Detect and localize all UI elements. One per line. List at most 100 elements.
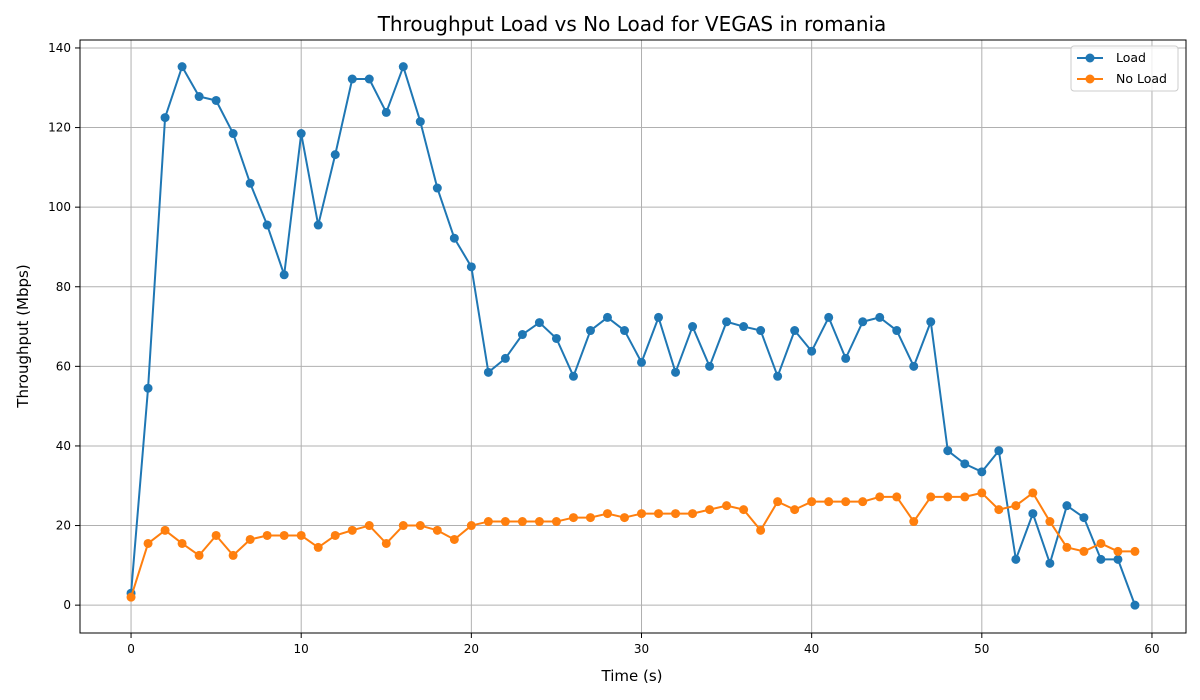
data-point-no-load	[398, 521, 408, 531]
y-tick-label: 120	[48, 121, 71, 135]
data-point-load	[585, 326, 595, 336]
legend-marker-load	[1085, 53, 1095, 63]
data-point-load	[790, 326, 800, 336]
data-point-no-load	[1113, 546, 1123, 556]
data-point-no-load	[960, 492, 970, 502]
data-point-load	[194, 92, 204, 102]
data-point-no-load	[1062, 542, 1072, 552]
data-point-load	[960, 459, 970, 469]
data-point-load	[381, 107, 391, 117]
y-tick-label: 20	[56, 519, 71, 533]
data-point-load	[1011, 554, 1021, 564]
data-point-no-load	[330, 530, 340, 540]
data-point-load	[756, 326, 766, 336]
data-point-no-load	[551, 517, 561, 527]
data-point-no-load	[228, 550, 238, 560]
data-point-no-load	[1011, 501, 1021, 511]
data-point-load	[824, 312, 834, 322]
legend-label-no-load: No Load	[1116, 71, 1167, 86]
data-point-load	[1096, 554, 1106, 564]
data-point-no-load	[534, 517, 544, 527]
data-point-load	[415, 117, 425, 127]
data-point-no-load	[126, 592, 136, 602]
data-point-no-load	[654, 509, 664, 519]
data-point-load	[177, 62, 187, 72]
data-point-load	[926, 317, 936, 327]
data-point-load	[688, 322, 698, 332]
y-tick-label: 40	[56, 439, 71, 453]
data-point-load	[654, 312, 664, 322]
x-tick-label: 20	[464, 642, 479, 656]
data-point-no-load	[773, 497, 783, 507]
data-point-no-load	[909, 517, 919, 527]
y-tick-label: 100	[48, 200, 71, 214]
data-point-no-load	[1096, 538, 1106, 548]
plot-area-frame	[79, 39, 1187, 634]
data-point-no-load	[466, 521, 476, 531]
legend: Load No Load	[1070, 45, 1179, 92]
data-point-load	[773, 371, 783, 381]
data-point-load	[1130, 600, 1140, 610]
data-point-load	[364, 74, 374, 84]
data-point-no-load	[602, 509, 612, 519]
data-point-load	[1028, 509, 1038, 519]
legend-label-load: Load	[1116, 50, 1146, 65]
data-point-no-load	[841, 497, 851, 507]
x-tick-label: 60	[1144, 642, 1159, 656]
data-point-no-load	[568, 513, 578, 523]
data-point-load	[875, 312, 885, 322]
data-point-load	[296, 129, 306, 139]
x-tick-label: 30	[634, 642, 649, 656]
data-point-load	[330, 150, 340, 160]
y-tick-label: 0	[63, 598, 71, 612]
data-point-load	[892, 326, 902, 336]
x-tick-label: 50	[974, 642, 989, 656]
data-point-load	[262, 220, 272, 230]
data-point-load	[619, 326, 629, 336]
series-layer	[126, 62, 1140, 610]
data-point-load	[432, 183, 442, 193]
data-point-load	[279, 270, 289, 280]
data-point-no-load	[160, 525, 170, 535]
data-point-load	[211, 95, 221, 105]
data-point-load	[466, 262, 476, 272]
data-point-no-load	[143, 538, 153, 548]
x-tick-label: 10	[294, 642, 309, 656]
data-point-no-load	[1028, 488, 1038, 498]
data-point-load	[245, 178, 255, 188]
data-point-load	[602, 312, 612, 322]
data-point-no-load	[875, 492, 885, 502]
series-line-no-load	[130, 491, 1135, 598]
data-point-no-load	[262, 530, 272, 540]
data-point-load	[1062, 501, 1072, 511]
data-point-no-load	[943, 492, 953, 502]
data-point-no-load	[688, 509, 698, 519]
y-tick-label: 80	[56, 280, 71, 294]
data-point-load	[1079, 513, 1089, 523]
data-point-load	[313, 220, 323, 230]
data-point-no-load	[415, 521, 425, 531]
y-tick-label: 60	[56, 359, 71, 373]
data-point-no-load	[739, 505, 749, 515]
y-tick-label: 140	[48, 41, 71, 55]
data-point-load	[398, 62, 408, 72]
data-point-no-load	[432, 525, 442, 535]
data-point-no-load	[483, 517, 493, 527]
data-point-load	[160, 113, 170, 123]
grid-lines	[80, 40, 1186, 633]
data-point-load	[994, 446, 1004, 456]
data-point-load	[909, 361, 919, 371]
data-point-load	[568, 371, 578, 381]
data-point-load	[347, 74, 357, 84]
data-point-no-load	[977, 488, 987, 498]
data-point-load	[483, 367, 493, 377]
x-axis-label: Time (s)	[601, 667, 663, 685]
data-point-no-load	[858, 497, 868, 507]
data-point-no-load	[619, 513, 629, 523]
data-point-load	[977, 467, 987, 477]
data-point-no-load	[194, 550, 204, 560]
data-point-no-load	[824, 497, 834, 507]
data-point-load	[739, 322, 749, 332]
data-point-no-load	[364, 521, 374, 531]
y-axis-label: Throughput (Mbps)	[14, 264, 32, 408]
